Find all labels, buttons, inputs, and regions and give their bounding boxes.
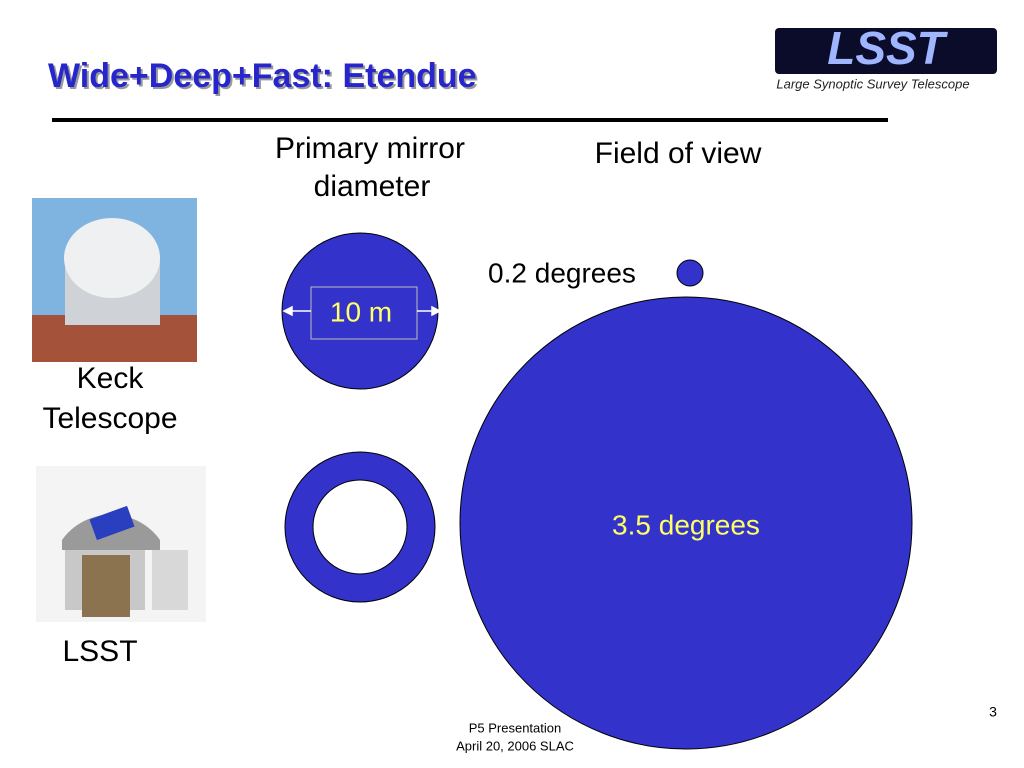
mirror-heading: Primary mirror (275, 132, 465, 165)
footer-line: April 20, 2006 SLAC (456, 738, 574, 753)
render-telescope (89, 505, 135, 541)
logo-backdrop (775, 28, 997, 74)
mirror-heading: diameter (314, 170, 431, 203)
mirror-box (310, 286, 418, 340)
lsst-field: 3.5 degrees (612, 509, 760, 540)
keck-photo (32, 198, 197, 362)
logo: LSST Large Synoptic Survey Telescope (775, 22, 997, 91)
logo-caption: Large Synoptic Survey Telescope (776, 76, 969, 91)
lsst-field-disc (459, 296, 913, 750)
title: Wide+Deep+Fast: Etendue (48, 57, 477, 95)
arrowhead (282, 305, 293, 317)
lsst-label: LSST (62, 635, 137, 668)
render-pier (82, 555, 130, 617)
logo-mark: LSST (827, 22, 948, 74)
lsst-render (36, 466, 206, 622)
mirror-size: 10 m (330, 296, 392, 327)
arrows (282, 305, 442, 317)
lsst-mirror-hole (312, 479, 408, 575)
title-shadow: Wide+Deep+Fast: Etendue (50, 59, 479, 97)
footer-line: P5 Presentation (469, 720, 562, 735)
page-number: 3 (989, 704, 997, 720)
arrowhead (431, 305, 442, 317)
keck-label: Telescope (42, 402, 177, 435)
keck-field: 0.2 degrees (488, 257, 636, 288)
keck-field-disc (676, 259, 704, 287)
keck-label: Keck (77, 362, 145, 395)
render-side (152, 550, 188, 610)
field-heading: Field of view (595, 137, 762, 170)
dome (64, 218, 160, 298)
